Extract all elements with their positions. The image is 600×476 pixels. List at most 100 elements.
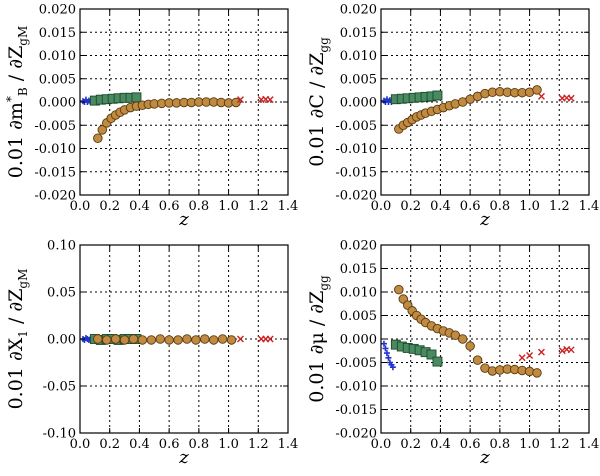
data-point — [532, 368, 542, 378]
x-tick-label: 1.0 — [218, 437, 239, 452]
x-tick-label: 1.4 — [579, 437, 600, 452]
y-tick-label: 0.005 — [340, 72, 377, 87]
y-tick-label: 0.020 — [340, 239, 377, 254]
data-point — [93, 334, 103, 344]
data-point — [537, 348, 545, 356]
y-tick-label: 0.05 — [47, 286, 76, 301]
data-point — [110, 334, 121, 344]
data-point — [518, 354, 526, 362]
x-tick-label: 0.6 — [159, 199, 180, 214]
y-tick-label: 0.020 — [39, 3, 76, 18]
panel-top-left: 0.0 0.2 0.4 0.6 0.8 1.0 1.2 1.4 -0.020 -0.015 -0.0… — [4, 3, 298, 231]
series-high-z — [236, 335, 274, 343]
y-tick-label: -0.020 — [34, 189, 76, 204]
series-binned — [93, 334, 237, 345]
y-tick-label: -0.010 — [335, 142, 377, 157]
y-tick-label: -0.05 — [43, 380, 76, 395]
y-axis-label: 0.01 ∂X1 / ∂ZgM — [5, 269, 30, 410]
y-tick-label: -0.005 — [34, 119, 76, 134]
y-tick-label: 0.015 — [340, 26, 377, 41]
x-tick-label: 0.0 — [70, 437, 91, 452]
data-point — [226, 335, 237, 345]
data-point — [164, 335, 174, 345]
data-point — [532, 85, 542, 95]
data-point — [217, 334, 228, 344]
series-binned — [394, 284, 542, 378]
x-tick-label: 0.6 — [159, 437, 180, 452]
x-tick-label: 1.4 — [579, 199, 600, 214]
series-high-z — [518, 345, 575, 362]
y-tick-label: -0.010 — [335, 380, 377, 395]
data-point — [450, 330, 461, 340]
x-tick-label: 0.4 — [129, 199, 150, 214]
x-tick-label: 1.0 — [519, 437, 540, 452]
x-tick-label: 1.4 — [278, 437, 299, 452]
data-point — [101, 335, 112, 345]
panel-bottom-left: 0.0 0.2 0.4 0.6 0.8 1.0 1.2 1.4 -0.10 -0.05 0.00 0.… — [5, 239, 298, 469]
data-point — [389, 364, 396, 371]
x-axis-label: z — [178, 447, 189, 468]
x-tick-label: 0.8 — [189, 199, 210, 214]
y-tick-label: -0.020 — [335, 189, 377, 204]
y-tick-label: 0.005 — [340, 309, 377, 324]
x-tick-label: 0.2 — [99, 199, 120, 214]
data-point — [173, 335, 183, 345]
data-point — [266, 335, 274, 343]
x-tick-label: 0.6 — [460, 199, 481, 214]
y-tick-label: 0.005 — [39, 72, 76, 87]
y-axis-label: 0.01 ∂C / ∂Zgg — [306, 37, 331, 167]
data-point — [432, 356, 443, 367]
panel-top-right: 0.0 0.2 0.4 0.6 0.8 1.0 1.2 1.4 -0.020 -0.015 -0.0… — [306, 3, 599, 231]
data-point — [266, 96, 274, 104]
data-point — [119, 335, 130, 345]
data-point — [457, 334, 468, 344]
y-tick-label: -0.020 — [335, 427, 377, 442]
x-tick-label: 0.6 — [460, 437, 481, 452]
data-point — [191, 335, 201, 345]
y-tick-label: 0.010 — [340, 49, 377, 64]
x-tick-label: 0.2 — [99, 437, 120, 452]
data-point — [426, 349, 437, 360]
x-tick-label: 0.4 — [430, 437, 451, 452]
data-point — [385, 354, 392, 361]
series-high-z — [537, 92, 575, 102]
x-tick-label: 0.0 — [371, 437, 392, 452]
data-point — [236, 335, 244, 343]
y-axis-label: 0.01 ∂μ / ∂Zgg — [306, 275, 331, 403]
y-tick-label: -0.10 — [43, 427, 76, 442]
series-low-z — [380, 340, 396, 371]
x-tick-label: 1.2 — [248, 199, 269, 214]
data-point — [472, 355, 483, 365]
y-axis-label: 0.01 ∂m*B / ∂ZgM — [4, 26, 30, 179]
y-tick-label: 0.010 — [39, 49, 76, 64]
x-tick-label: 1.0 — [519, 199, 540, 214]
y-tick-label: 0.000 — [340, 333, 377, 348]
y-tick-label: -0.015 — [335, 165, 377, 180]
data-point — [567, 346, 575, 354]
series-binned — [394, 85, 542, 134]
x-axis-label: z — [178, 209, 189, 230]
panel-bottom-right: 0.0 0.2 0.4 0.6 0.8 1.0 1.2 1.4 -0.020 -0.015 -0.0… — [306, 239, 599, 469]
x-tick-label: 1.2 — [248, 437, 269, 452]
x-tick-label: 1.2 — [549, 199, 570, 214]
data-point — [465, 341, 475, 351]
data-point — [526, 351, 534, 359]
x-tick-label: 1.4 — [278, 199, 299, 214]
x-tick-label: 0.8 — [490, 199, 511, 214]
x-tick-label: 0.4 — [129, 437, 150, 452]
y-tick-label: 0.010 — [340, 286, 377, 301]
y-tick-label: -0.005 — [335, 356, 377, 371]
data-point — [382, 345, 389, 352]
y-tick-label: -0.015 — [34, 165, 76, 180]
y-tick-label: 0.000 — [340, 96, 377, 111]
data-point — [537, 92, 545, 100]
x-tick-label: 1.2 — [549, 437, 570, 452]
series-SDSS — [390, 90, 443, 105]
x-tick-label: 0.0 — [371, 199, 392, 214]
data-point — [97, 125, 108, 135]
y-tick-label: 0.015 — [340, 262, 377, 277]
x-tick-label: 0.0 — [70, 199, 91, 214]
y-tick-label: 0.000 — [39, 96, 76, 111]
series-high-z — [236, 95, 274, 104]
